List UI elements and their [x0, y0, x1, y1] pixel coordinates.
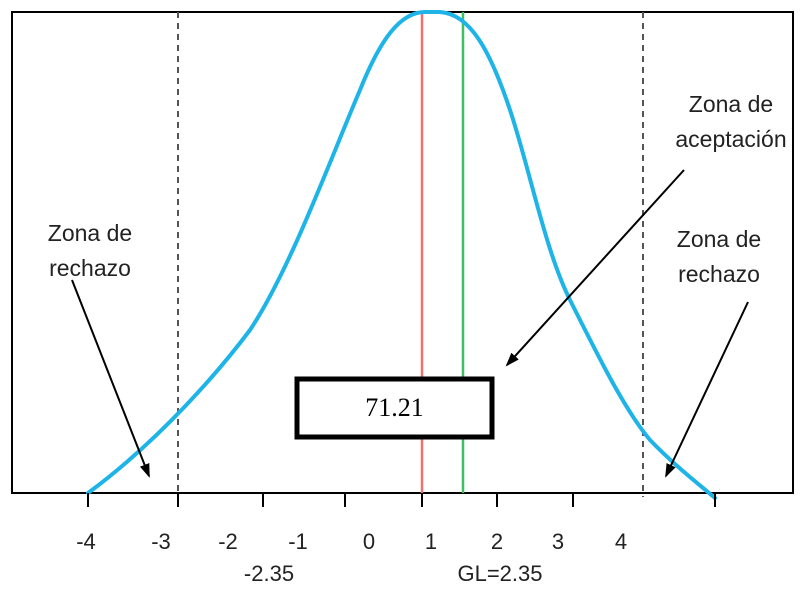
tick-label: -4 [76, 529, 96, 554]
accept-zone-label-line1: Zona de [689, 91, 773, 117]
tick-label: -3 [151, 529, 171, 554]
tick-label: 2 [491, 529, 503, 554]
plot-frame [11, 11, 794, 494]
tick-label: 4 [615, 529, 627, 554]
right-zone-label-line1: Zona de [677, 226, 761, 252]
tick-label: 1 [425, 529, 437, 554]
accept-zone-arrow [505, 169, 685, 367]
left-zone-label-line1: Zona de [48, 220, 132, 246]
right-zone-arrow [665, 301, 749, 478]
axis-ticks [87, 493, 716, 507]
value-box-text: 71.21 [365, 393, 424, 422]
tick-label: 3 [552, 529, 564, 554]
left-zone-arrow [71, 279, 150, 478]
distribution-curve [86, 10, 717, 500]
tick-label: 0 [363, 529, 375, 554]
left-critical-label: -2.35 [244, 561, 294, 586]
value-box [294, 376, 495, 440]
tick-label: -2 [218, 529, 238, 554]
tick-label: -1 [288, 529, 308, 554]
right-critical-label: GL=2.35 [457, 561, 542, 586]
right-zone-label-line2: rechazo [678, 261, 760, 287]
accept-zone-label-line2: aceptación [675, 126, 786, 152]
left-zone-label-line2: rechazo [49, 255, 131, 281]
